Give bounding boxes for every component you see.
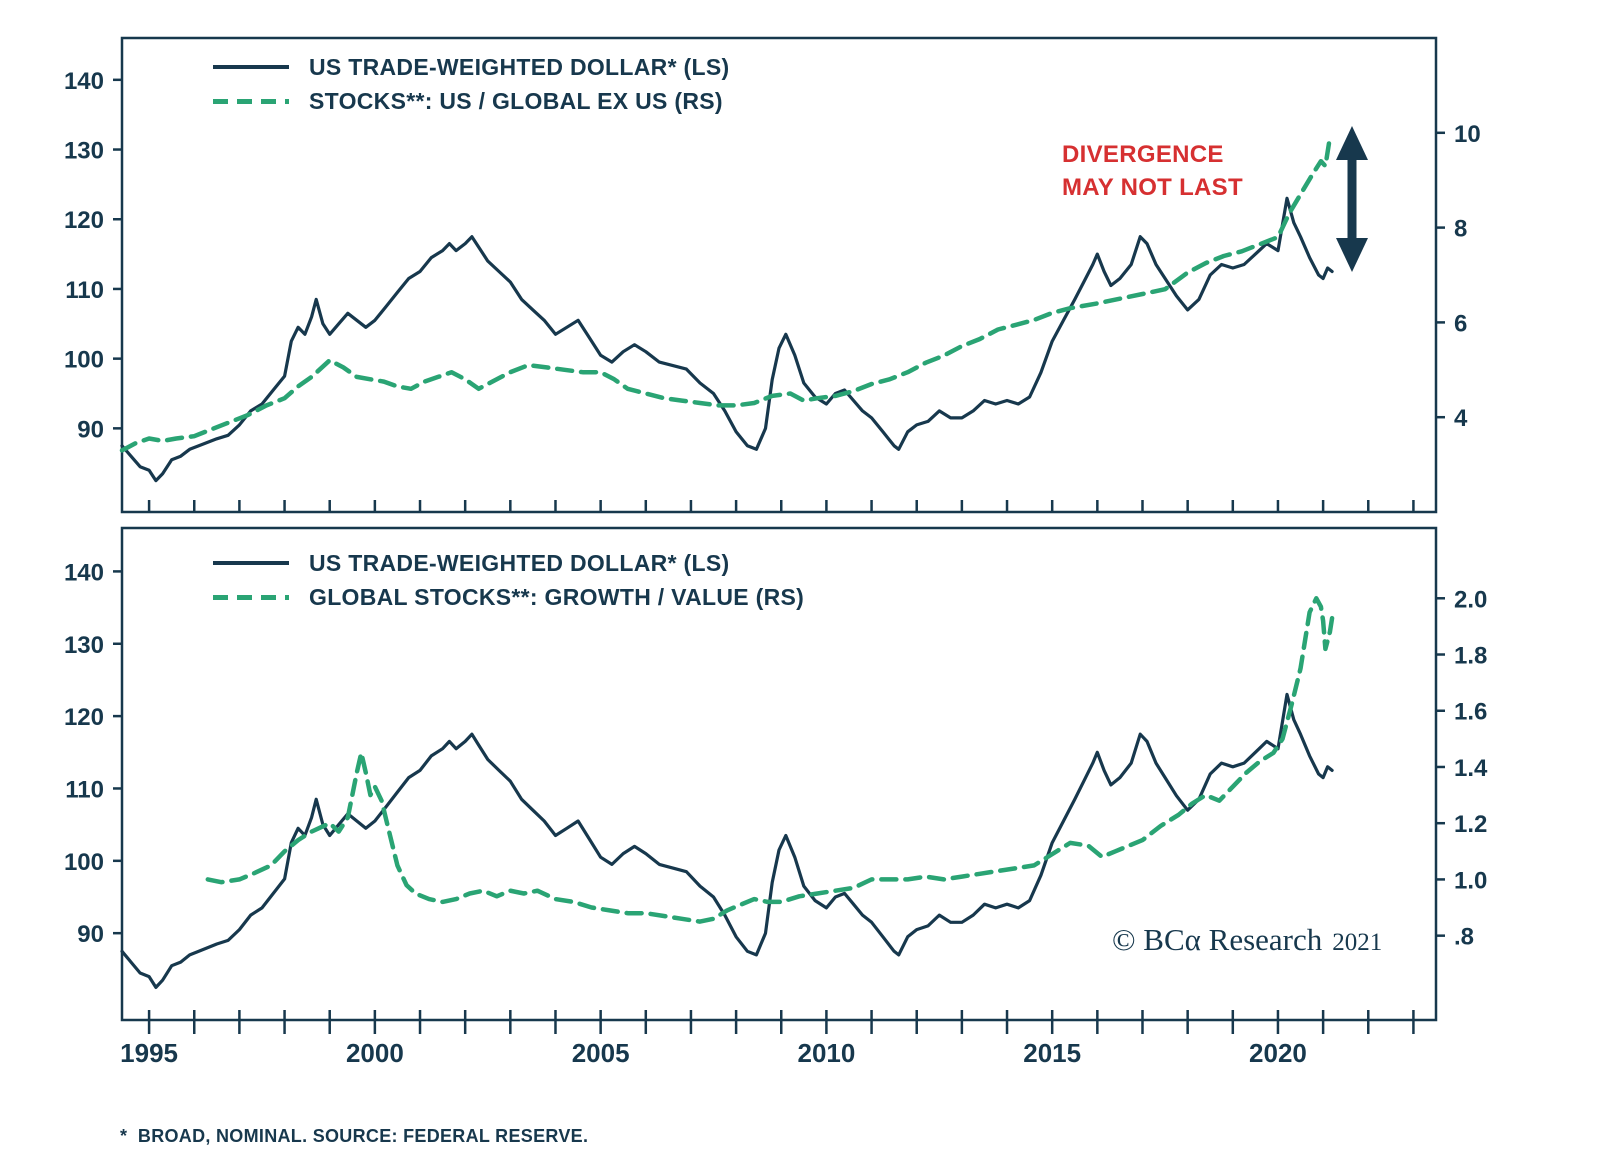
right-axis-tick-label: 10	[1454, 121, 1481, 148]
series-line	[205, 596, 1335, 924]
legend-row-growth-value: GLOBAL STOCKS**: GROWTH / VALUE (RS)	[213, 580, 804, 614]
legend-label-dollar-top: US TRADE-WEIGHTED DOLLAR* (LS)	[309, 53, 730, 80]
divergence-arrow-head-up	[1336, 126, 1368, 160]
right-axis-tick-label: 4	[1454, 405, 1468, 432]
brand-credit-year: 2021	[1332, 929, 1383, 956]
right-axis-tick-label: 8	[1454, 216, 1467, 243]
divergence-annotation-line1: DIVERGENCE	[1062, 141, 1224, 168]
series-line	[120, 692, 1334, 990]
x-axis-year-label: 2005	[572, 1038, 630, 1068]
dashed-line-swatch	[213, 98, 289, 104]
left-axis-tick-label: 100	[64, 347, 104, 374]
legend-label-dollar-bottom: US TRADE-WEIGHTED DOLLAR* (LS)	[309, 549, 730, 576]
brand-credit-name: © BCα Research	[1112, 922, 1323, 957]
panel-frame	[120, 36, 1438, 514]
right-axis-tick-label: 1.4	[1454, 755, 1488, 782]
left-axis-tick-label: 130	[64, 632, 104, 659]
left-axis-tick-label: 90	[77, 416, 104, 443]
left-axis-tick-label: 140	[64, 559, 104, 586]
divergence-arrow-head-down	[1336, 238, 1368, 272]
left-axis-tick-label: 110	[65, 776, 104, 803]
brand-credit: © BCα Research 2021	[1112, 922, 1382, 958]
right-axis-tick-label: 2.0	[1454, 586, 1487, 613]
x-axis-year-label: 2015	[1023, 1038, 1081, 1068]
divergence-annotation: DIVERGENCE MAY NOT LAST	[1062, 138, 1243, 204]
series-line	[119, 135, 1333, 453]
x-axis-year-label: 1995	[120, 1038, 178, 1068]
left-axis-tick-label: 140	[64, 68, 104, 95]
panel-frame	[120, 526, 1438, 1022]
legend-row-dollar-bottom: US TRADE-WEIGHTED DOLLAR* (LS)	[213, 546, 804, 580]
left-axis-tick-label: 100	[64, 849, 104, 876]
legend-label-growth-value: GLOBAL STOCKS**: GROWTH / VALUE (RS)	[309, 583, 805, 610]
dashed-line-swatch	[213, 594, 289, 600]
legend-row-dollar-top: US TRADE-WEIGHTED DOLLAR* (LS)	[213, 50, 729, 84]
series-line	[120, 196, 1334, 483]
left-axis-tick-label: 120	[64, 704, 104, 731]
legend-bottom: US TRADE-WEIGHTED DOLLAR* (LS) GLOBAL ST…	[213, 546, 804, 614]
right-axis-tick-label: 1.2	[1454, 811, 1487, 838]
right-axis-tick-label: 1.0	[1454, 867, 1487, 894]
right-axis-tick-label: 6	[1454, 310, 1467, 337]
left-axis-tick-label: 130	[64, 138, 104, 165]
x-axis-year-label: 2010	[797, 1038, 855, 1068]
solid-line-swatch	[213, 65, 289, 69]
legend-row-stocks-ratio: STOCKS**: US / GLOBAL EX US (RS)	[213, 84, 729, 118]
x-axis-year-label: 2020	[1249, 1038, 1307, 1068]
divergence-annotation-line2: MAY NOT LAST	[1062, 174, 1243, 201]
footnote-dollar-source: * BROAD, NOMINAL. SOURCE: FEDERAL RESERV…	[120, 1126, 589, 1146]
x-axis-year-label: 2000	[346, 1038, 404, 1068]
right-axis-tick-label: 1.8	[1454, 643, 1487, 670]
right-axis-tick-label: .8	[1454, 924, 1474, 951]
divergence-arrow	[1336, 126, 1368, 272]
solid-line-swatch	[213, 561, 289, 565]
left-axis-tick-label: 120	[64, 207, 104, 234]
legend-top: US TRADE-WEIGHTED DOLLAR* (LS) STOCKS**:…	[213, 50, 729, 118]
left-axis-tick-label: 90	[77, 921, 104, 948]
legend-label-stocks-ratio: STOCKS**: US / GLOBAL EX US (RS)	[309, 87, 723, 114]
right-axis-tick-label: 1.6	[1454, 699, 1487, 726]
left-axis-tick-label: 110	[65, 277, 104, 304]
footnotes: * BROAD, NOMINAL. SOURCE: FEDERAL RESERV…	[120, 1066, 905, 1174]
